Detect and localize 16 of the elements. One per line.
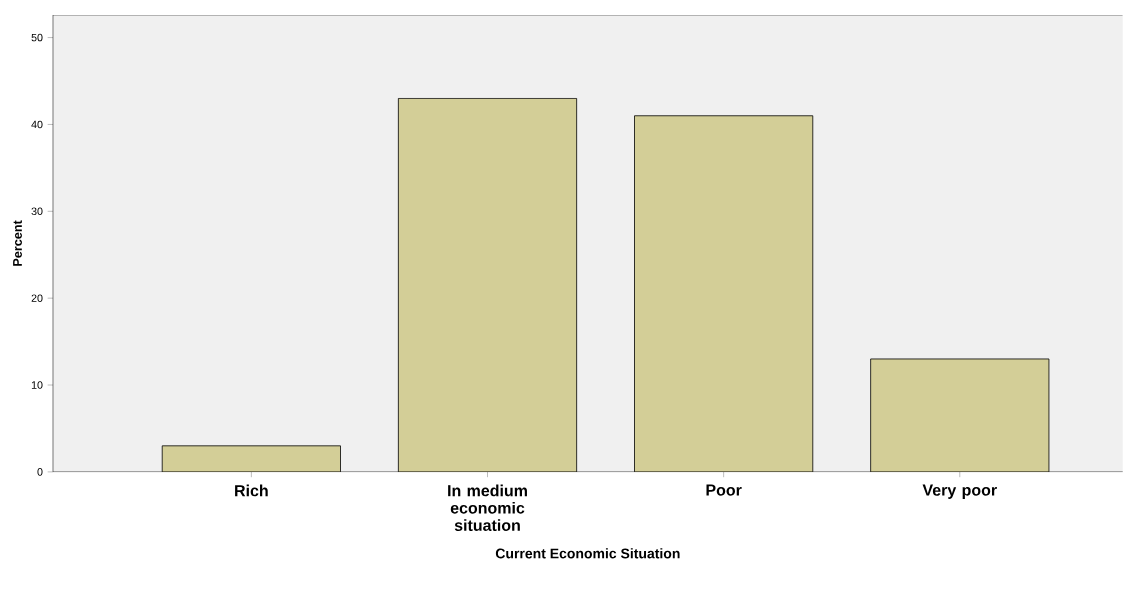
y-axis-title: Percent [13,220,22,266]
x-tick-label: In medium economic situation [448,484,527,532]
y-tick-label: 40 [31,120,43,129]
x-tick-label: Rich [235,484,268,497]
bar [870,358,1050,472]
bar [397,98,578,472]
x-tick-label: Poor [706,484,742,496]
y-tick-label: 10 [31,381,43,389]
y-tick-label: 20 [31,294,43,303]
y-tick-label: 30 [31,207,43,216]
bar [634,115,814,472]
bar [161,445,341,472]
y-tick-label: 50 [31,33,43,42]
x-tick-label: Very poor [922,484,997,499]
y-tick-label: 0 [37,468,43,476]
x-axis-title: Current Economic Situation [495,548,680,559]
